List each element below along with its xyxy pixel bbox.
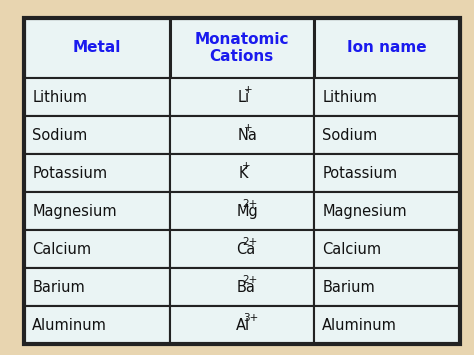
Text: Lithium: Lithium — [322, 90, 377, 105]
Text: Aluminum: Aluminum — [32, 318, 107, 333]
Text: Na: Na — [237, 128, 257, 143]
Text: 2+: 2+ — [243, 237, 258, 247]
Text: Potassium: Potassium — [32, 166, 107, 181]
FancyBboxPatch shape — [314, 230, 460, 268]
Text: Mg: Mg — [236, 204, 258, 219]
FancyBboxPatch shape — [170, 306, 314, 344]
Text: +: + — [244, 84, 253, 94]
FancyBboxPatch shape — [314, 154, 460, 192]
FancyBboxPatch shape — [170, 78, 314, 116]
Text: Metal: Metal — [73, 40, 121, 55]
Text: Li: Li — [237, 90, 249, 105]
Text: Calcium: Calcium — [32, 242, 91, 257]
FancyBboxPatch shape — [170, 268, 314, 306]
FancyBboxPatch shape — [170, 116, 314, 154]
FancyBboxPatch shape — [24, 18, 170, 78]
FancyBboxPatch shape — [170, 192, 314, 230]
Text: Ca: Ca — [236, 242, 255, 257]
Text: Magnesium: Magnesium — [322, 204, 407, 219]
Text: Magnesium: Magnesium — [32, 204, 117, 219]
Text: Sodium: Sodium — [322, 128, 377, 143]
Text: Potassium: Potassium — [322, 166, 397, 181]
Text: Calcium: Calcium — [322, 242, 382, 257]
Text: Al: Al — [236, 318, 250, 333]
FancyBboxPatch shape — [314, 268, 460, 306]
Text: 3+: 3+ — [243, 313, 258, 323]
FancyBboxPatch shape — [314, 192, 460, 230]
FancyBboxPatch shape — [24, 78, 170, 116]
Text: Sodium: Sodium — [32, 128, 88, 143]
FancyBboxPatch shape — [314, 18, 460, 78]
Text: +: + — [244, 122, 253, 133]
FancyBboxPatch shape — [170, 154, 314, 192]
FancyBboxPatch shape — [314, 116, 460, 154]
FancyBboxPatch shape — [314, 78, 460, 116]
Text: K: K — [239, 166, 248, 181]
Text: Aluminum: Aluminum — [322, 318, 397, 333]
Text: 2+: 2+ — [243, 199, 258, 209]
FancyBboxPatch shape — [24, 154, 170, 192]
FancyBboxPatch shape — [24, 268, 170, 306]
Text: Barium: Barium — [32, 280, 85, 295]
Text: 2+: 2+ — [243, 275, 258, 285]
FancyBboxPatch shape — [24, 230, 170, 268]
FancyBboxPatch shape — [24, 116, 170, 154]
FancyBboxPatch shape — [314, 306, 460, 344]
FancyBboxPatch shape — [24, 306, 170, 344]
Text: Monatomic
Cations: Monatomic Cations — [194, 32, 289, 64]
Text: +: + — [242, 160, 251, 171]
Text: Lithium: Lithium — [32, 90, 87, 105]
FancyBboxPatch shape — [170, 230, 314, 268]
FancyBboxPatch shape — [170, 18, 314, 78]
FancyBboxPatch shape — [24, 192, 170, 230]
Text: Ion name: Ion name — [347, 40, 427, 55]
Text: Barium: Barium — [322, 280, 375, 295]
Text: Ba: Ba — [236, 280, 255, 295]
